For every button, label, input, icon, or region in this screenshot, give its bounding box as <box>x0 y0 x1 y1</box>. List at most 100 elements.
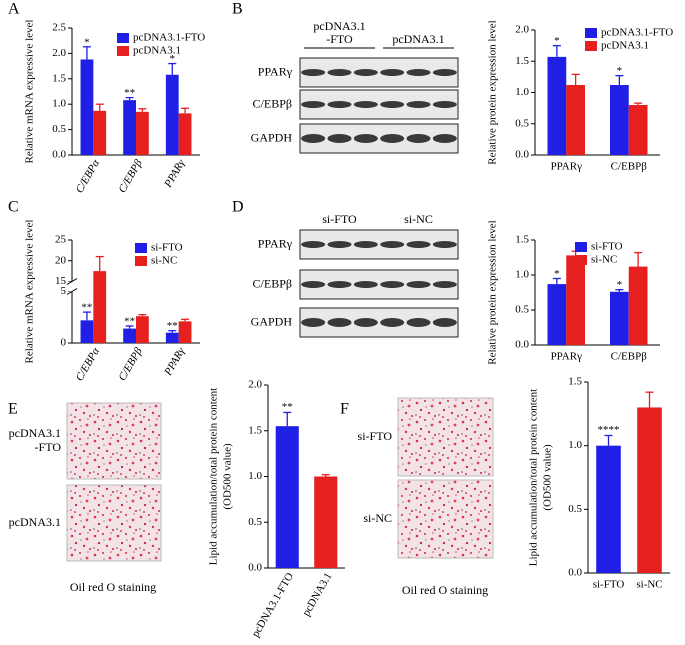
blot-band <box>327 318 352 327</box>
x-tick-label: PPARγ <box>551 161 583 173</box>
blot-band <box>380 134 405 143</box>
blot-strip <box>299 229 459 260</box>
axis-break <box>66 281 78 292</box>
blot-band <box>327 134 352 143</box>
blot-band <box>301 281 326 288</box>
blot-band <box>406 281 431 288</box>
blot-band <box>327 69 352 76</box>
blot-strip <box>299 307 459 338</box>
y-tick-label: 1.5 <box>515 234 529 246</box>
bar <box>314 476 338 568</box>
blot-band <box>432 318 457 327</box>
y-tick-label: 2.0 <box>52 47 66 59</box>
blot-band <box>380 101 405 108</box>
x-tick-label: C/EBPβ <box>611 351 648 363</box>
x-tick-label: C/EBPβ <box>116 157 145 195</box>
y-tick-label: 0.0 <box>52 149 66 161</box>
x-tick-label: C/EBPα <box>74 158 103 196</box>
blot-band <box>432 281 457 288</box>
legend-swatch <box>135 243 147 253</box>
y-tick-label: 2.5 <box>52 22 66 34</box>
y-tick-label: 5 <box>61 285 67 297</box>
bar <box>165 74 179 155</box>
group-label: pcDNA3.1 <box>392 32 444 46</box>
y-tick-label: 1.5 <box>248 424 262 436</box>
bar <box>596 445 621 573</box>
panel-letter: C <box>8 199 19 216</box>
bar <box>178 113 192 155</box>
stain-image <box>66 484 162 562</box>
blot-band <box>432 69 457 76</box>
row-label: GAPDH <box>251 314 293 328</box>
blot-band <box>432 134 457 143</box>
y-tick-label: 20 <box>55 254 67 266</box>
y-tick-label: 0.0 <box>515 339 529 351</box>
blot-band <box>406 318 431 327</box>
y-tick-label: 15 <box>55 275 67 287</box>
x-tick-label: PPARγ <box>551 351 583 363</box>
significance-label: * <box>170 53 176 65</box>
row-label: PPARγ <box>258 236 293 250</box>
y-tick-label: 0.0 <box>568 567 582 579</box>
y-tick-label: 25 <box>55 234 67 246</box>
y-axis-label: Relative mRNA expressive level <box>24 20 36 164</box>
blot-band <box>353 241 378 248</box>
bar <box>80 59 94 155</box>
row-label: PPARγ <box>258 64 293 78</box>
x-tick-label: PPARγ <box>162 157 188 190</box>
y-tick-label: 0.0 <box>248 562 262 574</box>
bar <box>628 105 648 155</box>
bar <box>610 85 629 155</box>
y-axis-label: (OD500 value) <box>542 444 554 511</box>
bar <box>547 284 567 345</box>
row-label: C/EBPβ <box>253 96 292 110</box>
blot-band <box>353 69 378 76</box>
y-axis-label: Lipid accumulation/total protein content <box>208 388 220 565</box>
row-label: GAPDH <box>251 130 293 144</box>
bar <box>547 56 567 155</box>
bar <box>566 255 585 345</box>
significance-label: * <box>617 279 623 291</box>
blot-strip <box>299 123 459 154</box>
y-tick-label: 1.0 <box>515 86 529 98</box>
break-mark <box>66 278 78 285</box>
blot-band <box>301 241 326 248</box>
blot-band <box>380 241 405 248</box>
significance-label: * <box>84 36 90 48</box>
bar <box>566 85 585 155</box>
blot-band <box>380 281 405 288</box>
panel-letter: B <box>232 1 243 18</box>
blot-strip <box>299 269 459 300</box>
image-label: pcDNA3.1 <box>9 426 61 440</box>
image-caption: Oil red O staining <box>402 583 488 597</box>
significance-label: ** <box>124 316 135 328</box>
legend-label: pcDNA3.1 <box>133 45 181 57</box>
bar <box>123 328 136 343</box>
legend-swatch <box>575 255 587 265</box>
blot-band <box>301 69 326 76</box>
legend-swatch <box>585 28 597 38</box>
y-axis-label: Relative protein expression level <box>487 20 499 164</box>
panel-letter: E <box>8 401 18 418</box>
blot-band <box>406 101 431 108</box>
stain-image <box>66 402 162 480</box>
stain-image <box>397 397 494 477</box>
image-caption: Oil red O staining <box>70 580 156 594</box>
blot-band <box>380 318 405 327</box>
blot-band <box>406 241 431 248</box>
y-tick-label: 1.5 <box>568 376 582 388</box>
panel-letter: A <box>8 1 20 18</box>
bar <box>136 111 149 155</box>
y-tick-label: 1.0 <box>515 269 529 281</box>
legend-swatch <box>575 242 587 252</box>
y-tick-label: 0.5 <box>515 304 529 316</box>
panel-letter: D <box>232 199 244 216</box>
x-tick-label: pcDNA3.1-FTO <box>250 571 297 640</box>
legend-swatch <box>117 46 129 56</box>
y-tick-label: 0 <box>61 337 67 349</box>
y-tick-label: 0.5 <box>568 503 582 515</box>
blot-band <box>432 241 457 248</box>
blot-band <box>353 134 378 143</box>
blot-strip <box>299 57 459 88</box>
bar <box>80 320 94 343</box>
